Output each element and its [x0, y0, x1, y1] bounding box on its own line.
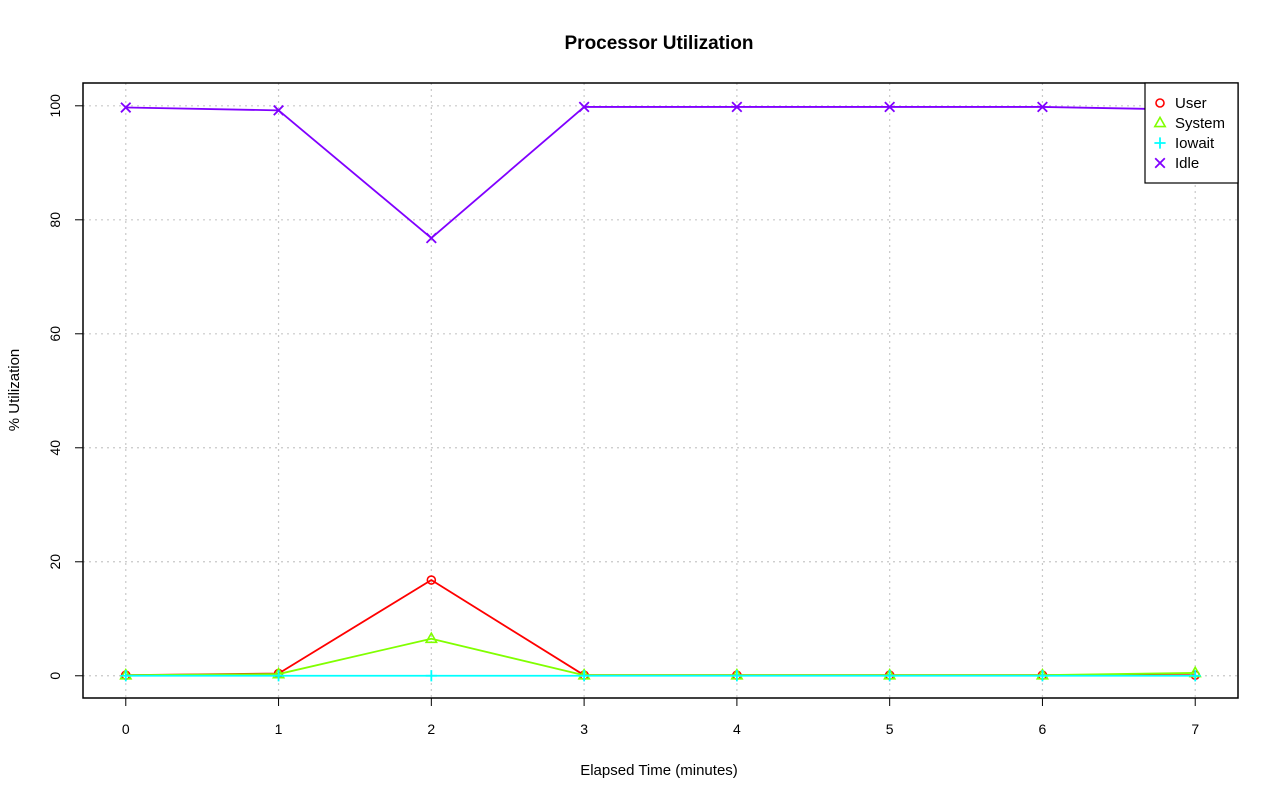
data-point-iowait: [1036, 670, 1049, 682]
x-axis-label: Elapsed Time (minutes): [580, 762, 738, 779]
series-line-idle: [125, 106, 1196, 239]
legend-marker-idle: [1154, 157, 1166, 169]
data-point-idle: [1037, 101, 1048, 113]
x-tick-label: 4: [733, 721, 741, 737]
data-point-idle: [731, 101, 743, 113]
x-tick-label: 0: [122, 721, 130, 737]
data-point-iowait: [731, 670, 743, 682]
x-tick-label: 2: [427, 721, 435, 737]
legend-marker-user: [1155, 98, 1165, 108]
series-line-user: [125, 579, 1196, 677]
data-point-idle: [578, 101, 590, 113]
data-point-iowait: [578, 670, 590, 682]
data-point-system: [424, 631, 438, 644]
grid: [83, 83, 1238, 698]
y-axis-label: % Utilization: [6, 349, 23, 432]
x-tick-label: 6: [1039, 721, 1047, 737]
data-point-iowait: [1189, 670, 1201, 682]
x-tick-label: 7: [1191, 721, 1199, 737]
data-point-idle: [120, 102, 132, 113]
series-iowait: [120, 670, 1201, 682]
x-axis: 0 1 2 3 4 5 6 7: [122, 697, 1199, 737]
series-user: [120, 575, 1201, 681]
y-tick-label: 20: [47, 554, 63, 570]
y-tick-label: 60: [47, 326, 63, 342]
chart-title: Processor Utilization: [565, 33, 754, 54]
y-tick-label: 100: [47, 94, 63, 118]
y-tick-label: 0: [47, 672, 63, 680]
data-point-iowait: [884, 670, 896, 682]
data-point-iowait: [120, 670, 132, 682]
data-point-idle: [425, 232, 437, 244]
legend-marker-system: [1153, 115, 1167, 128]
legend-label-idle: Idle: [1175, 155, 1199, 172]
data-point-iowait: [425, 670, 437, 682]
legend-label-user: User: [1175, 95, 1207, 112]
legend-marker-iowait: [1154, 137, 1166, 149]
legend-label-system: System: [1175, 115, 1225, 132]
data-point-idle: [884, 101, 896, 113]
x-tick-label: 3: [580, 721, 588, 737]
y-tick-label: 80: [47, 212, 63, 228]
x-tick-label: 5: [886, 721, 894, 737]
series-layer: [119, 101, 1202, 682]
series-idle: [120, 101, 1201, 244]
x-tick-label: 1: [275, 721, 283, 737]
legend: User System Iowait Idle: [1144, 82, 1239, 184]
y-axis: 0 20 40 60 80 100: [47, 94, 84, 680]
legend-label-iowait: Iowait: [1175, 135, 1215, 152]
data-point-iowait: [272, 670, 285, 682]
data-point-idle: [273, 104, 284, 116]
data-point-user: [426, 575, 437, 585]
y-tick-label: 40: [47, 440, 63, 456]
plot-frame: [82, 82, 1239, 699]
